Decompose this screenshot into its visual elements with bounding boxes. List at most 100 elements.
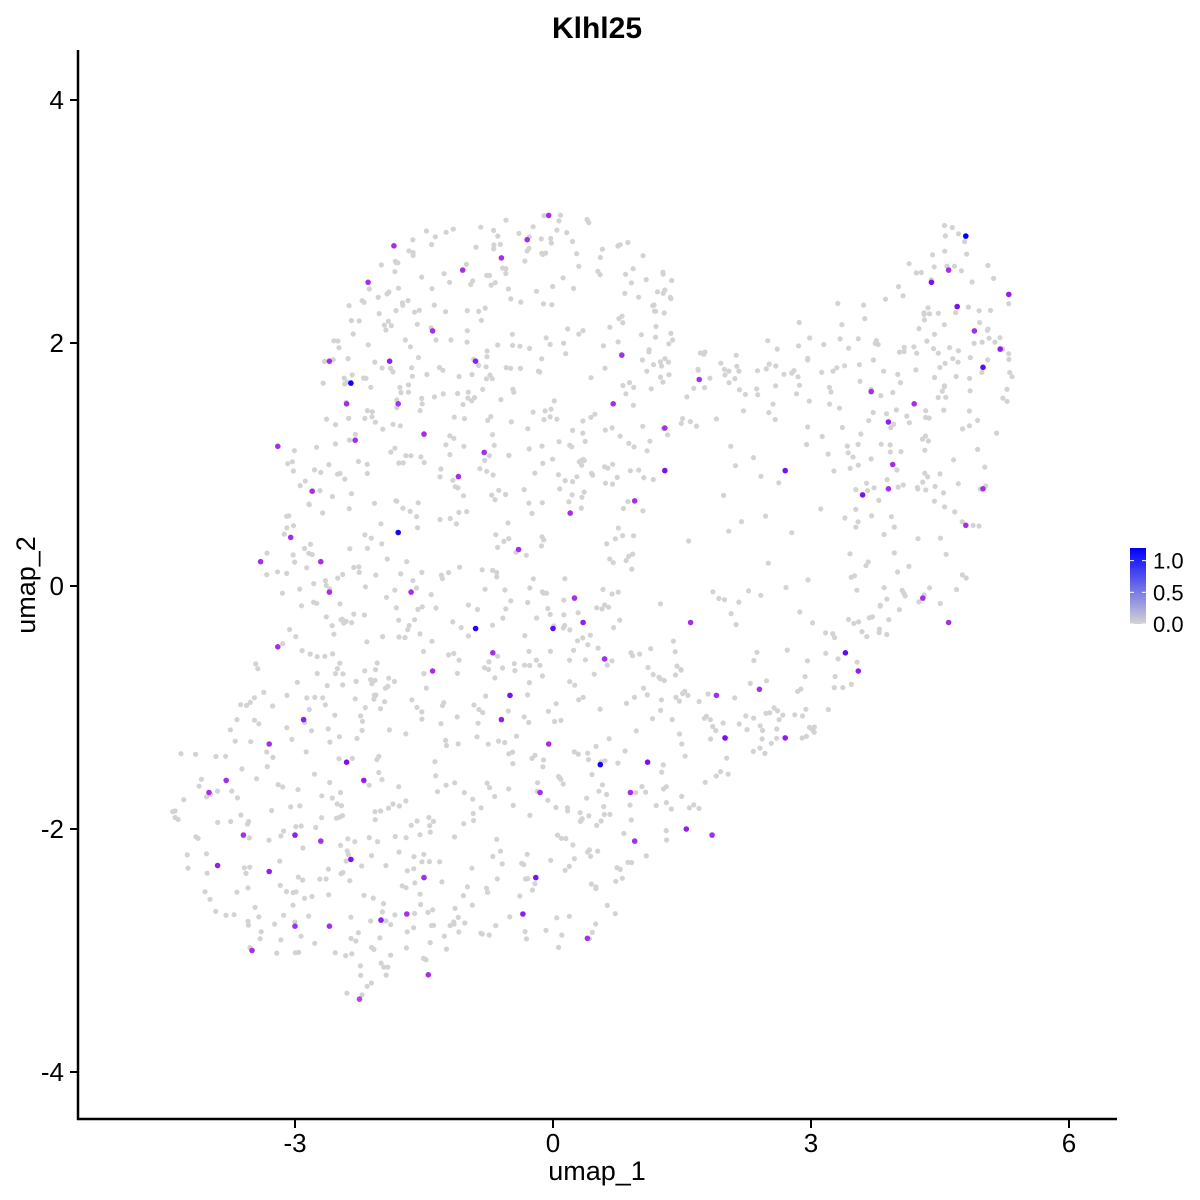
cell-point — [774, 726, 780, 732]
cell-point — [361, 612, 367, 618]
cell-point — [452, 905, 458, 912]
cell-point — [419, 569, 425, 576]
cell-point — [461, 443, 467, 449]
cell-point — [312, 940, 318, 946]
expressing-cell-point — [601, 656, 608, 662]
cell-point — [294, 679, 300, 685]
cell-point — [488, 414, 494, 420]
cell-point — [484, 780, 490, 786]
cell-point — [465, 602, 471, 608]
cell-point — [503, 270, 509, 277]
expressing-cell-point — [395, 401, 402, 407]
cell-point — [702, 779, 708, 785]
cell-point — [687, 419, 693, 425]
cell-point — [418, 454, 424, 460]
cell-point — [414, 818, 420, 824]
cell-point — [491, 242, 497, 248]
cell-point — [602, 602, 608, 608]
cell-point — [926, 311, 933, 317]
cell-point — [336, 345, 342, 351]
cell-point — [953, 310, 959, 316]
expressing-cell-point — [550, 625, 556, 632]
cell-point — [484, 354, 490, 360]
cell-point — [335, 575, 341, 581]
cell-point — [572, 682, 578, 688]
cell-point — [505, 286, 511, 292]
cell-point — [937, 600, 943, 607]
expressing-cell-point — [842, 650, 849, 656]
cell-point — [696, 805, 702, 812]
cell-point — [204, 794, 210, 800]
cell-point — [554, 416, 560, 422]
cell-point — [403, 835, 409, 841]
cell-point — [290, 552, 296, 558]
cell-point — [913, 367, 919, 373]
cell-point — [574, 638, 581, 644]
cell-point — [443, 742, 450, 749]
cell-point — [353, 938, 359, 944]
cell-point — [736, 387, 743, 393]
cell-point — [900, 293, 906, 299]
cell-point — [193, 751, 199, 757]
cell-point — [538, 236, 544, 242]
cell-point — [650, 672, 656, 678]
cell-point — [545, 797, 551, 803]
cell-point — [580, 694, 586, 701]
cell-point — [567, 627, 573, 633]
cell-point — [629, 860, 635, 866]
cell-point — [440, 367, 446, 373]
cell-point — [942, 504, 948, 510]
cell-point — [964, 251, 970, 257]
cell-point — [255, 666, 261, 672]
cell-point — [541, 417, 547, 423]
cell-point — [805, 355, 811, 361]
cell-point — [416, 307, 422, 313]
cell-point — [373, 572, 379, 578]
cell-point — [955, 359, 961, 365]
cell-point — [593, 921, 599, 927]
cell-point — [283, 889, 289, 895]
cell-point — [317, 876, 323, 882]
cell-point — [904, 413, 910, 419]
cell-point — [492, 793, 498, 800]
cell-point — [475, 720, 481, 726]
cell-point — [320, 695, 326, 701]
expressing-cell-point — [580, 619, 586, 626]
cell-point — [469, 371, 475, 378]
cell-point — [304, 565, 310, 571]
cell-point — [895, 484, 901, 490]
cell-point — [718, 360, 724, 366]
cell-point — [920, 479, 926, 485]
cell-point — [806, 724, 813, 731]
cell-point — [364, 983, 370, 989]
cell-point — [419, 716, 425, 722]
cell-point — [403, 885, 409, 891]
cell-point — [565, 326, 571, 332]
cell-point — [703, 713, 710, 719]
expressing-cell-point — [386, 358, 393, 365]
cell-point — [314, 654, 320, 660]
cell-point — [340, 571, 346, 578]
cell-point — [412, 617, 418, 623]
expressing-cell-point — [1006, 291, 1012, 298]
y-tick-label: -2 — [41, 814, 64, 844]
expressing-cell-point — [300, 716, 307, 723]
cell-point — [697, 350, 704, 356]
cell-point — [398, 571, 404, 577]
cell-point — [336, 756, 342, 762]
cell-point — [458, 625, 464, 631]
cell-point — [355, 930, 361, 936]
cell-point — [443, 309, 449, 315]
expressing-cell-point — [537, 789, 543, 796]
cell-point — [409, 373, 415, 379]
cell-point — [436, 364, 442, 371]
cell-point — [505, 520, 511, 526]
cell-point — [894, 467, 900, 473]
cell-point — [780, 712, 786, 718]
cell-point — [799, 713, 806, 719]
cell-point — [593, 884, 599, 890]
cell-point — [576, 263, 582, 269]
cell-point — [499, 665, 506, 671]
expressing-cell-point — [980, 486, 986, 492]
cell-point — [869, 513, 875, 519]
